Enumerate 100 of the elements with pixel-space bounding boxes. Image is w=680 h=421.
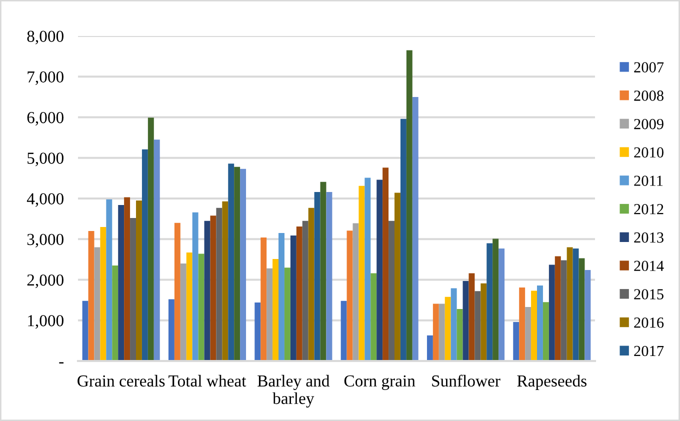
x-tick-label: Grain cereals (78, 374, 165, 387)
bar (284, 268, 290, 361)
bar (364, 178, 371, 361)
y-tick-label: 7,000 (28, 71, 64, 85)
bar (154, 140, 160, 361)
bar (566, 247, 573, 361)
bar (444, 296, 451, 361)
bar (228, 164, 234, 361)
bar (531, 290, 538, 361)
x-tick-label: Rapeseeds (517, 374, 586, 390)
bar (438, 304, 445, 361)
bar (302, 220, 308, 361)
x-tick-label: Sunflower (432, 374, 500, 387)
bar (474, 291, 481, 361)
bar (296, 226, 302, 361)
bar (426, 335, 433, 361)
bar (216, 208, 222, 361)
y-tick-label: 3,000 (27, 234, 64, 248)
bar (180, 264, 186, 361)
y-tick-label: 5,000 (28, 152, 64, 166)
bar (124, 197, 130, 361)
bar (240, 168, 246, 361)
bar (340, 300, 347, 361)
bar (106, 199, 112, 361)
bar (148, 118, 154, 361)
bar (346, 230, 353, 361)
bar (142, 149, 148, 361)
bar (572, 248, 579, 361)
bar (412, 96, 418, 361)
y-tick-label: 4,000 (26, 193, 64, 207)
bar (513, 322, 520, 361)
bar (278, 233, 284, 361)
bar (210, 216, 216, 361)
bar (222, 201, 228, 361)
bar (100, 226, 106, 361)
bar (234, 166, 240, 361)
bar (406, 50, 412, 361)
bar (174, 222, 180, 361)
bar (192, 212, 198, 361)
bar (290, 235, 296, 361)
legend-label: 2008 (634, 90, 664, 101)
legend-label: 2013 (634, 232, 664, 243)
y-tick-label: 1,000 (28, 315, 64, 329)
x-tick-label: Corn grain (344, 375, 416, 390)
bar (578, 258, 585, 361)
bar (308, 208, 314, 361)
bar (456, 309, 463, 361)
x-tick-label: Barley and barley (258, 374, 330, 408)
bar (382, 168, 389, 361)
bar (254, 302, 261, 361)
bar (88, 231, 94, 361)
bar (548, 264, 555, 361)
legend-label: 2007 (634, 62, 664, 72)
y-tick-label: 2,000 (27, 274, 64, 288)
bar (130, 218, 136, 361)
bar (584, 270, 591, 361)
bar (186, 252, 192, 361)
bar (519, 287, 526, 361)
bar (358, 186, 365, 361)
legend-label: 2014 (634, 260, 664, 272)
legend-label: 2015 (634, 289, 664, 300)
bar (204, 220, 210, 361)
bar (326, 192, 332, 361)
legend-label: 2011 (634, 176, 663, 186)
legend-label: 2016 (634, 317, 664, 328)
bar (376, 180, 383, 361)
y-tick-label: - (59, 362, 64, 364)
bar (542, 302, 549, 361)
y-tick-label: 8,000 (27, 30, 64, 44)
x-tick-label: Total wheat (168, 374, 246, 387)
bar (400, 118, 406, 361)
bar (352, 223, 359, 361)
y-tick-label: 6,000 (27, 112, 64, 126)
bar (537, 285, 543, 361)
bar (450, 288, 457, 361)
bar (498, 248, 505, 361)
bar (468, 273, 475, 361)
bar (136, 200, 142, 361)
bar (554, 256, 561, 361)
bar (370, 273, 377, 361)
legend-label: 2012 (634, 204, 664, 214)
bar (462, 280, 469, 361)
bar (266, 268, 273, 361)
legend-label: 2017 (634, 346, 664, 356)
bar (486, 243, 493, 361)
bar (94, 247, 100, 361)
legend-label: 2010 (634, 147, 664, 158)
bar (432, 304, 439, 361)
bar (112, 266, 118, 361)
bar (198, 254, 204, 361)
bar (168, 299, 174, 361)
bar (314, 192, 320, 361)
legend-label: 2009 (634, 118, 664, 130)
bar (480, 283, 487, 361)
bar (388, 220, 394, 361)
bar (82, 300, 88, 361)
bar (492, 238, 499, 361)
bar (320, 182, 326, 361)
bar (525, 306, 532, 361)
bar (394, 192, 400, 361)
